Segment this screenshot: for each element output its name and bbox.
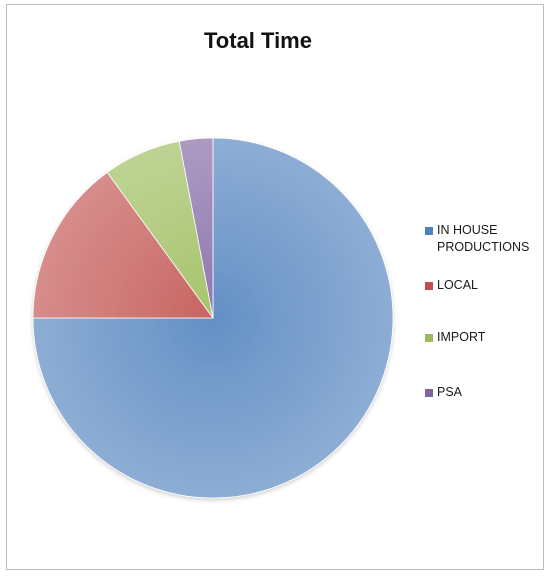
pie-slices <box>32 137 394 499</box>
legend-swatch-import <box>425 334 433 342</box>
pie-slice-psa <box>178 137 214 319</box>
pie-slice-local <box>32 171 214 319</box>
legend-label-import: IMPORT <box>437 330 486 344</box>
chart-title: Total Time <box>204 28 312 53</box>
legend-label-psa: PSA <box>437 385 463 399</box>
legend-swatch-in-house <box>425 227 433 235</box>
legend-label-local: LOCAL <box>437 278 478 292</box>
legend-swatch-psa <box>425 389 433 397</box>
legend-label-in-house: IN HOUSE PRODUCTIONS <box>437 223 530 254</box>
pie-slice-in-house <box>32 137 394 499</box>
legend-swatch-local <box>425 282 433 290</box>
